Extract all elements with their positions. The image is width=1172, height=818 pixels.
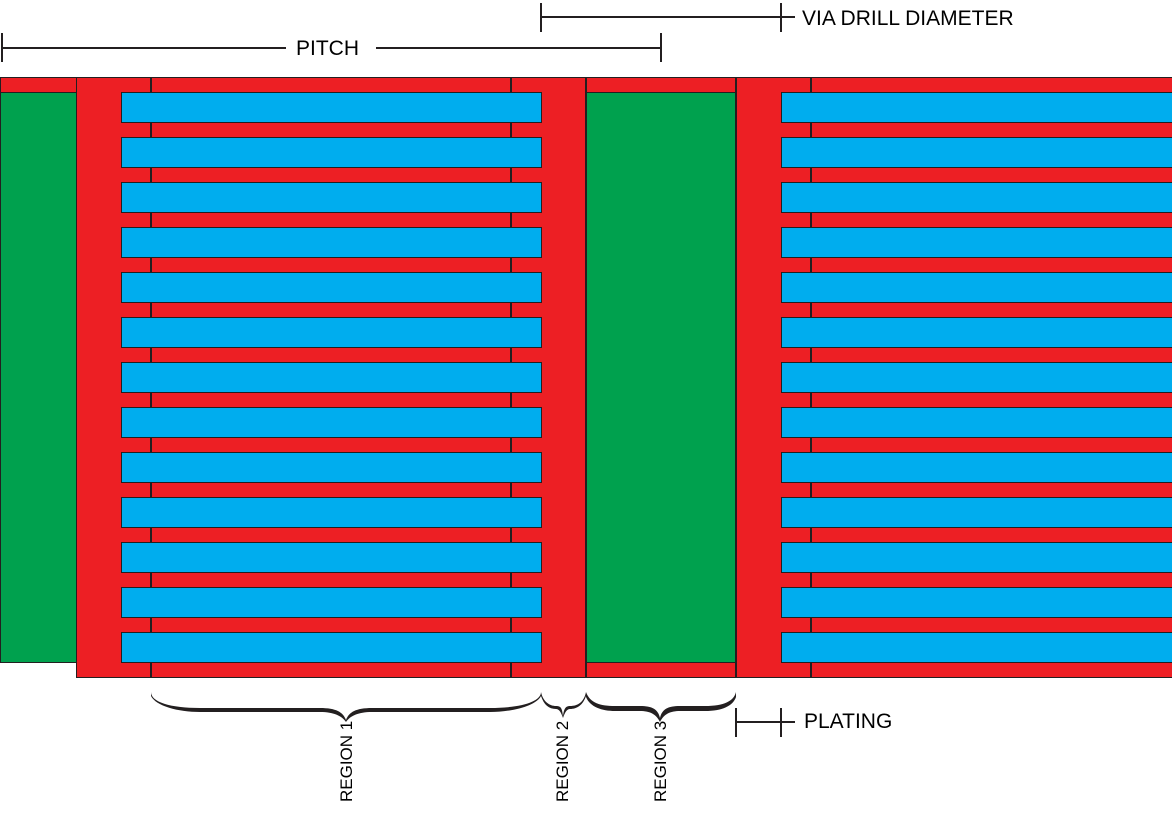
layer	[121, 92, 542, 123]
layer	[121, 632, 542, 663]
layer	[121, 182, 542, 213]
layer	[781, 587, 1172, 618]
layer	[121, 362, 542, 393]
layer	[121, 452, 542, 483]
layer	[121, 272, 542, 303]
layer	[781, 227, 1172, 258]
layer	[781, 632, 1172, 663]
region-braces	[151, 692, 736, 722]
layer	[781, 497, 1172, 528]
layer	[121, 317, 542, 348]
layer	[121, 497, 542, 528]
layer	[121, 227, 542, 258]
layer	[781, 182, 1172, 213]
region-1-brace-icon	[151, 692, 541, 722]
layer	[781, 272, 1172, 303]
region-2-label: REGION 2	[553, 720, 572, 802]
plating-label: PLATING	[804, 710, 893, 733]
region-1-label: REGION 1	[337, 720, 356, 802]
drill-hole-left	[0, 92, 77, 663]
region-3-label: REGION 3	[651, 720, 670, 802]
region-3-brace-icon	[586, 692, 736, 722]
layer	[121, 587, 542, 618]
layer	[121, 407, 542, 438]
layer	[121, 542, 542, 573]
layer	[781, 317, 1172, 348]
layer	[781, 362, 1172, 393]
pitch-label: PITCH	[296, 37, 359, 60]
layer	[781, 452, 1172, 483]
region-2-brace-icon	[541, 692, 586, 718]
layer	[781, 407, 1172, 438]
layer	[781, 137, 1172, 168]
layer	[121, 137, 542, 168]
via-drill-diameter-label: VIA DRILL DIAMETER	[802, 7, 1014, 30]
drill-hole-center	[585, 92, 737, 663]
layer	[781, 92, 1172, 123]
layer	[781, 542, 1172, 573]
